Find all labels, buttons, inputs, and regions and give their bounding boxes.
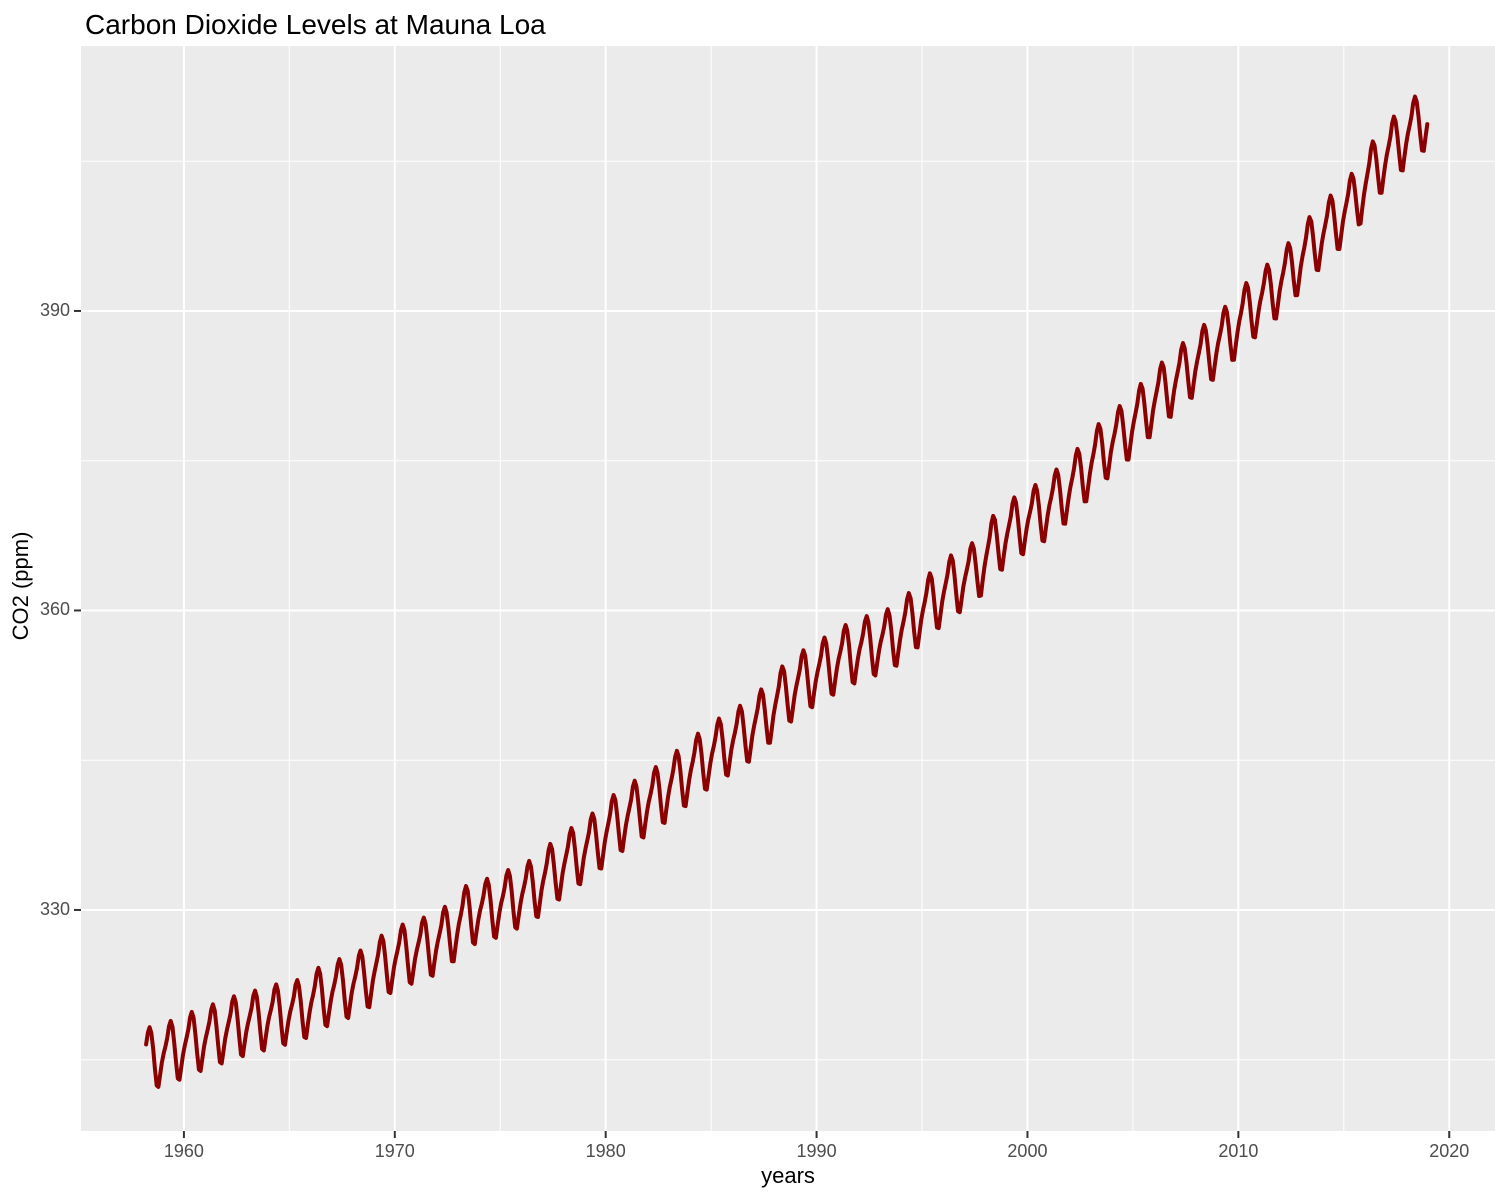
x-tick-label: 1990 xyxy=(796,1141,837,1161)
co2-data-line xyxy=(144,94,1430,1089)
x-tick-label: 1970 xyxy=(374,1141,415,1161)
y-tick-label: 390 xyxy=(39,299,70,320)
y-tick-label: 360 xyxy=(39,599,70,620)
x-tick-label: 1960 xyxy=(163,1141,204,1161)
x-tick-label: 2010 xyxy=(1218,1141,1259,1161)
x-axis-title: years xyxy=(761,1163,815,1188)
x-tick-label: 2000 xyxy=(1007,1141,1048,1161)
chart-title: Carbon Dioxide Levels at Mauna Loa xyxy=(85,9,546,40)
panel-background xyxy=(81,46,1495,1131)
y-tick-label: 330 xyxy=(39,898,70,919)
y-axis-title: CO2 (ppm) xyxy=(8,531,33,641)
x-tick-label: 2020 xyxy=(1429,1141,1470,1161)
x-tick-label: 1980 xyxy=(585,1141,626,1161)
